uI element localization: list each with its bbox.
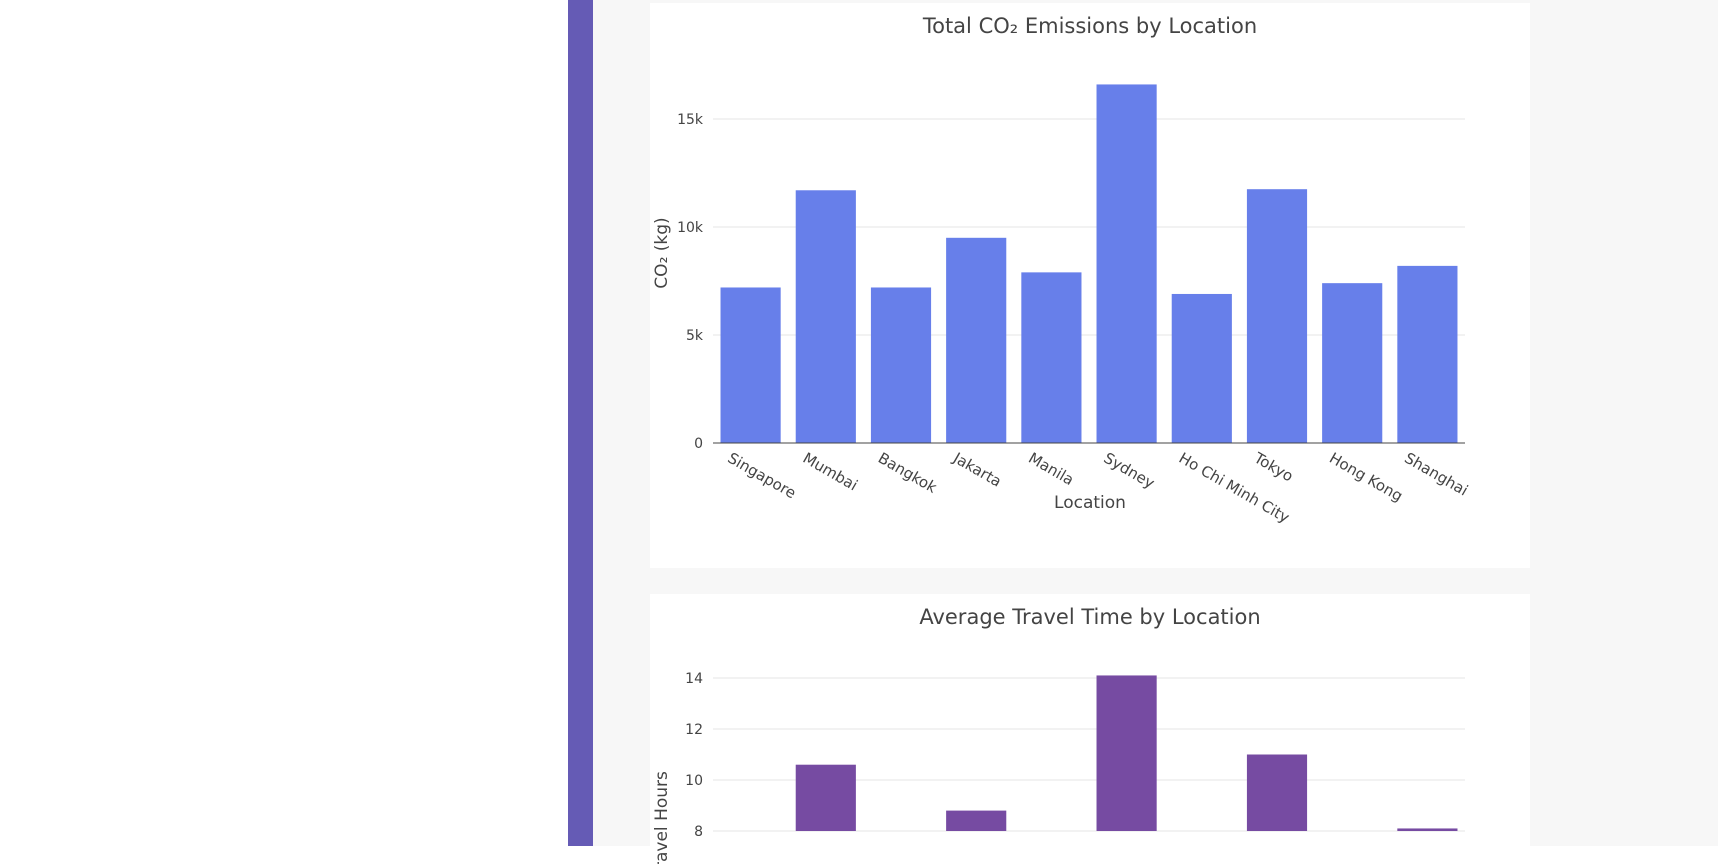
bar-bangkok bbox=[870, 287, 932, 443]
x-tick-label: Shanghai bbox=[1401, 449, 1471, 500]
bar-sydney bbox=[1096, 84, 1157, 443]
x-tick-label: Tokyo bbox=[1250, 448, 1296, 485]
bar-sydney bbox=[1096, 675, 1157, 831]
co2-emissions-chart: Total CO₂ Emissions by Location Location… bbox=[652, 14, 1472, 527]
bar-tokyo bbox=[1246, 754, 1308, 831]
bar-tokyo bbox=[1246, 189, 1308, 443]
travel-time-chart-card: Average Travel Time by Location Travel H… bbox=[650, 594, 1530, 864]
bars bbox=[720, 84, 1458, 443]
x-axis-title: Location bbox=[1054, 493, 1126, 513]
bar-jakarta bbox=[946, 810, 1007, 831]
y-tick-label: 15k bbox=[677, 112, 704, 128]
bar-shanghai bbox=[1397, 828, 1458, 831]
y-tick-labels: 0 5k 10k 15k bbox=[677, 112, 704, 452]
y-tick-label: 5k bbox=[686, 328, 704, 344]
chart-title: Total CO₂ Emissions by Location bbox=[922, 14, 1257, 38]
y-tick-label: 14 bbox=[685, 671, 703, 687]
x-tick-label: Sydney bbox=[1101, 449, 1158, 492]
bar-singapore bbox=[720, 287, 781, 443]
travel-time-chart: Average Travel Time by Location Travel H… bbox=[652, 605, 1465, 864]
bar-ho-chi-minh-city bbox=[1171, 293, 1232, 443]
bar-mumbai bbox=[795, 764, 856, 831]
bar-jakarta bbox=[946, 237, 1007, 443]
x-tick-label: Bangkok bbox=[875, 449, 940, 497]
chart-title: Average Travel Time by Location bbox=[919, 605, 1260, 629]
y-tick-label: 0 bbox=[694, 436, 703, 452]
co2-emissions-chart-card: Total CO₂ Emissions by Location Location… bbox=[650, 3, 1530, 568]
y-axis-title: CO₂ (kg) bbox=[652, 217, 672, 288]
bar-hong-kong bbox=[1322, 283, 1383, 443]
bar-mumbai bbox=[795, 190, 856, 443]
sidebar-strip bbox=[568, 0, 593, 846]
x-tick-labels: Singapore Mumbai Bangkok Jakarta Manila Sydne… bbox=[725, 448, 1472, 526]
bar-shanghai bbox=[1397, 265, 1458, 443]
y-tick-label: 8 bbox=[694, 824, 703, 840]
x-tick-label: Manila bbox=[1025, 449, 1077, 489]
x-tick-label: Mumbai bbox=[800, 449, 861, 495]
x-tick-label: Singapore bbox=[725, 449, 800, 502]
y-tick-labels: 8 10 12 14 bbox=[685, 671, 703, 840]
y-tick-label: 10k bbox=[677, 220, 704, 236]
y-axis-title: Travel Hours bbox=[652, 771, 672, 864]
x-tick-label: Hong Kong bbox=[1326, 449, 1406, 505]
x-tick-label: Jakarta bbox=[949, 448, 1004, 490]
y-tick-label: 10 bbox=[685, 773, 703, 789]
bars bbox=[795, 675, 1458, 831]
y-tick-label: 12 bbox=[685, 722, 703, 738]
bar-manila bbox=[1021, 272, 1082, 443]
